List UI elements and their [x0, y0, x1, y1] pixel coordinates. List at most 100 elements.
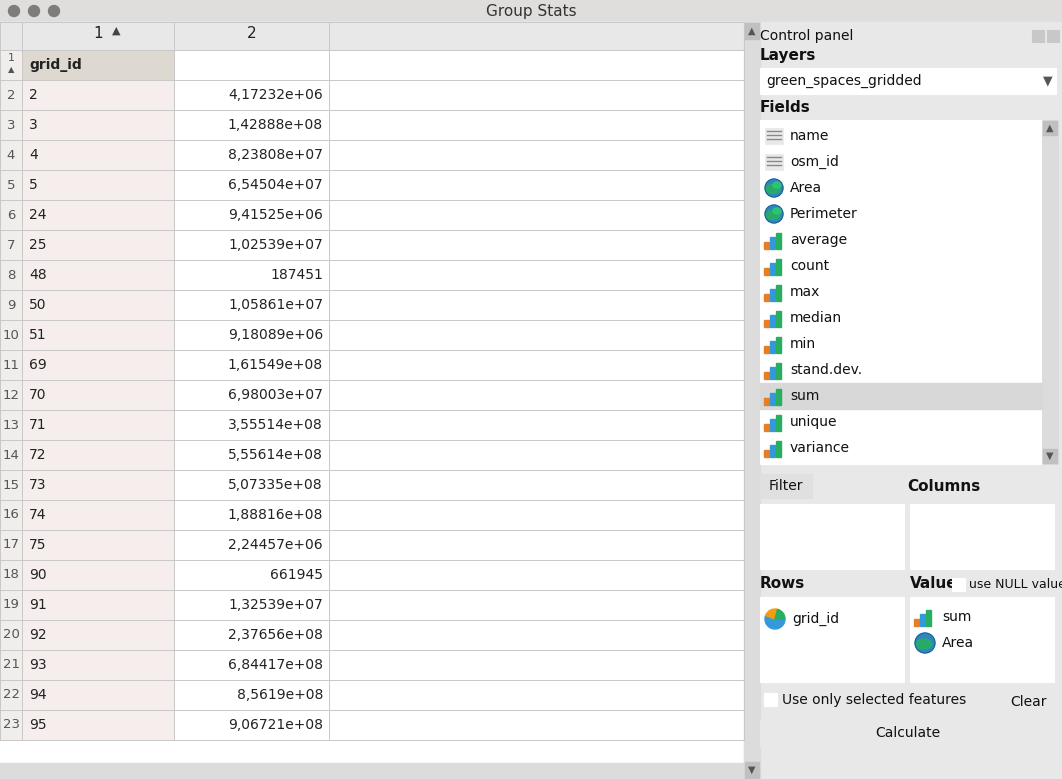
Bar: [0, 710, 22, 740]
Text: ▼: ▼: [1043, 75, 1052, 87]
Text: ▼: ▼: [1046, 451, 1054, 461]
Bar: [770, 445, 775, 457]
Bar: [174, 380, 329, 410]
Bar: [22, 560, 174, 590]
Bar: [0, 200, 22, 230]
Text: name: name: [790, 129, 829, 143]
Wedge shape: [775, 609, 785, 619]
Bar: [0, 560, 22, 590]
Bar: [174, 50, 329, 80]
Bar: [760, 720, 1056, 746]
Text: Area: Area: [790, 181, 822, 195]
Bar: [0, 530, 22, 560]
Text: 73: 73: [29, 478, 47, 492]
Text: 2: 2: [6, 89, 15, 101]
Bar: [776, 363, 781, 379]
Bar: [0, 440, 22, 470]
Text: 17: 17: [2, 538, 19, 552]
Bar: [174, 410, 329, 440]
Bar: [22, 140, 174, 170]
Bar: [764, 346, 769, 353]
Text: 48: 48: [29, 268, 47, 282]
Bar: [329, 500, 744, 530]
Bar: [764, 242, 769, 249]
Bar: [174, 170, 329, 200]
Bar: [174, 440, 329, 470]
Bar: [174, 260, 329, 290]
Bar: [926, 610, 931, 626]
Bar: [744, 22, 1062, 779]
Bar: [329, 410, 744, 440]
Text: 2: 2: [246, 26, 256, 41]
Bar: [1043, 121, 1057, 135]
Text: 1,32539e+07: 1,32539e+07: [228, 598, 323, 612]
Bar: [0, 620, 22, 650]
Bar: [22, 170, 174, 200]
Text: 1,61549e+08: 1,61549e+08: [228, 358, 323, 372]
Text: Clear: Clear: [1010, 695, 1047, 709]
Bar: [22, 410, 174, 440]
Bar: [770, 341, 775, 353]
Text: 2,24457e+06: 2,24457e+06: [228, 538, 323, 552]
Text: Value: Value: [910, 576, 958, 591]
Text: 50: 50: [29, 298, 47, 312]
Ellipse shape: [766, 185, 780, 193]
Text: Control panel: Control panel: [760, 29, 854, 43]
Bar: [174, 80, 329, 110]
Bar: [0, 0, 1062, 22]
Bar: [760, 597, 904, 682]
Bar: [0, 80, 22, 110]
Text: ▲: ▲: [7, 65, 14, 75]
Text: ▲: ▲: [749, 26, 756, 36]
Text: Layers: Layers: [760, 48, 817, 62]
Text: 6,98003e+07: 6,98003e+07: [228, 388, 323, 402]
Circle shape: [765, 179, 783, 197]
Bar: [776, 415, 781, 431]
Bar: [174, 350, 329, 380]
Bar: [329, 650, 744, 680]
Bar: [764, 372, 769, 379]
Text: Group Stats: Group Stats: [485, 3, 577, 19]
Bar: [746, 762, 759, 778]
Circle shape: [49, 5, 59, 16]
Text: 14: 14: [2, 449, 19, 461]
Bar: [174, 590, 329, 620]
Text: 661945: 661945: [270, 568, 323, 582]
Text: 3: 3: [6, 118, 15, 132]
Bar: [0, 650, 22, 680]
Bar: [22, 260, 174, 290]
Bar: [776, 311, 781, 327]
Bar: [914, 619, 919, 626]
Bar: [22, 230, 174, 260]
Text: 6,54504e+07: 6,54504e+07: [228, 178, 323, 192]
Text: use NULL values: use NULL values: [969, 577, 1062, 590]
Ellipse shape: [917, 639, 931, 649]
Bar: [910, 597, 1054, 682]
Text: Rows: Rows: [760, 576, 805, 591]
Text: 95: 95: [29, 718, 47, 732]
Text: 10: 10: [2, 329, 19, 341]
Bar: [760, 474, 812, 498]
Bar: [329, 710, 744, 740]
Bar: [0, 320, 22, 350]
Text: 71: 71: [29, 418, 47, 432]
Bar: [22, 200, 174, 230]
Bar: [776, 259, 781, 275]
Text: grid_id: grid_id: [29, 58, 82, 72]
Bar: [776, 337, 781, 353]
Bar: [22, 350, 174, 380]
Bar: [0, 590, 22, 620]
Text: 11: 11: [2, 358, 19, 372]
Bar: [765, 128, 783, 144]
Bar: [329, 530, 744, 560]
Bar: [0, 50, 22, 80]
Bar: [770, 315, 775, 327]
Text: 16: 16: [2, 509, 19, 521]
Text: 21: 21: [2, 658, 19, 671]
Text: Filter: Filter: [769, 479, 803, 493]
Text: 5: 5: [29, 178, 38, 192]
Text: 22: 22: [2, 689, 19, 702]
Bar: [0, 22, 744, 50]
Text: grid_id: grid_id: [792, 612, 839, 626]
Text: variance: variance: [790, 441, 850, 455]
